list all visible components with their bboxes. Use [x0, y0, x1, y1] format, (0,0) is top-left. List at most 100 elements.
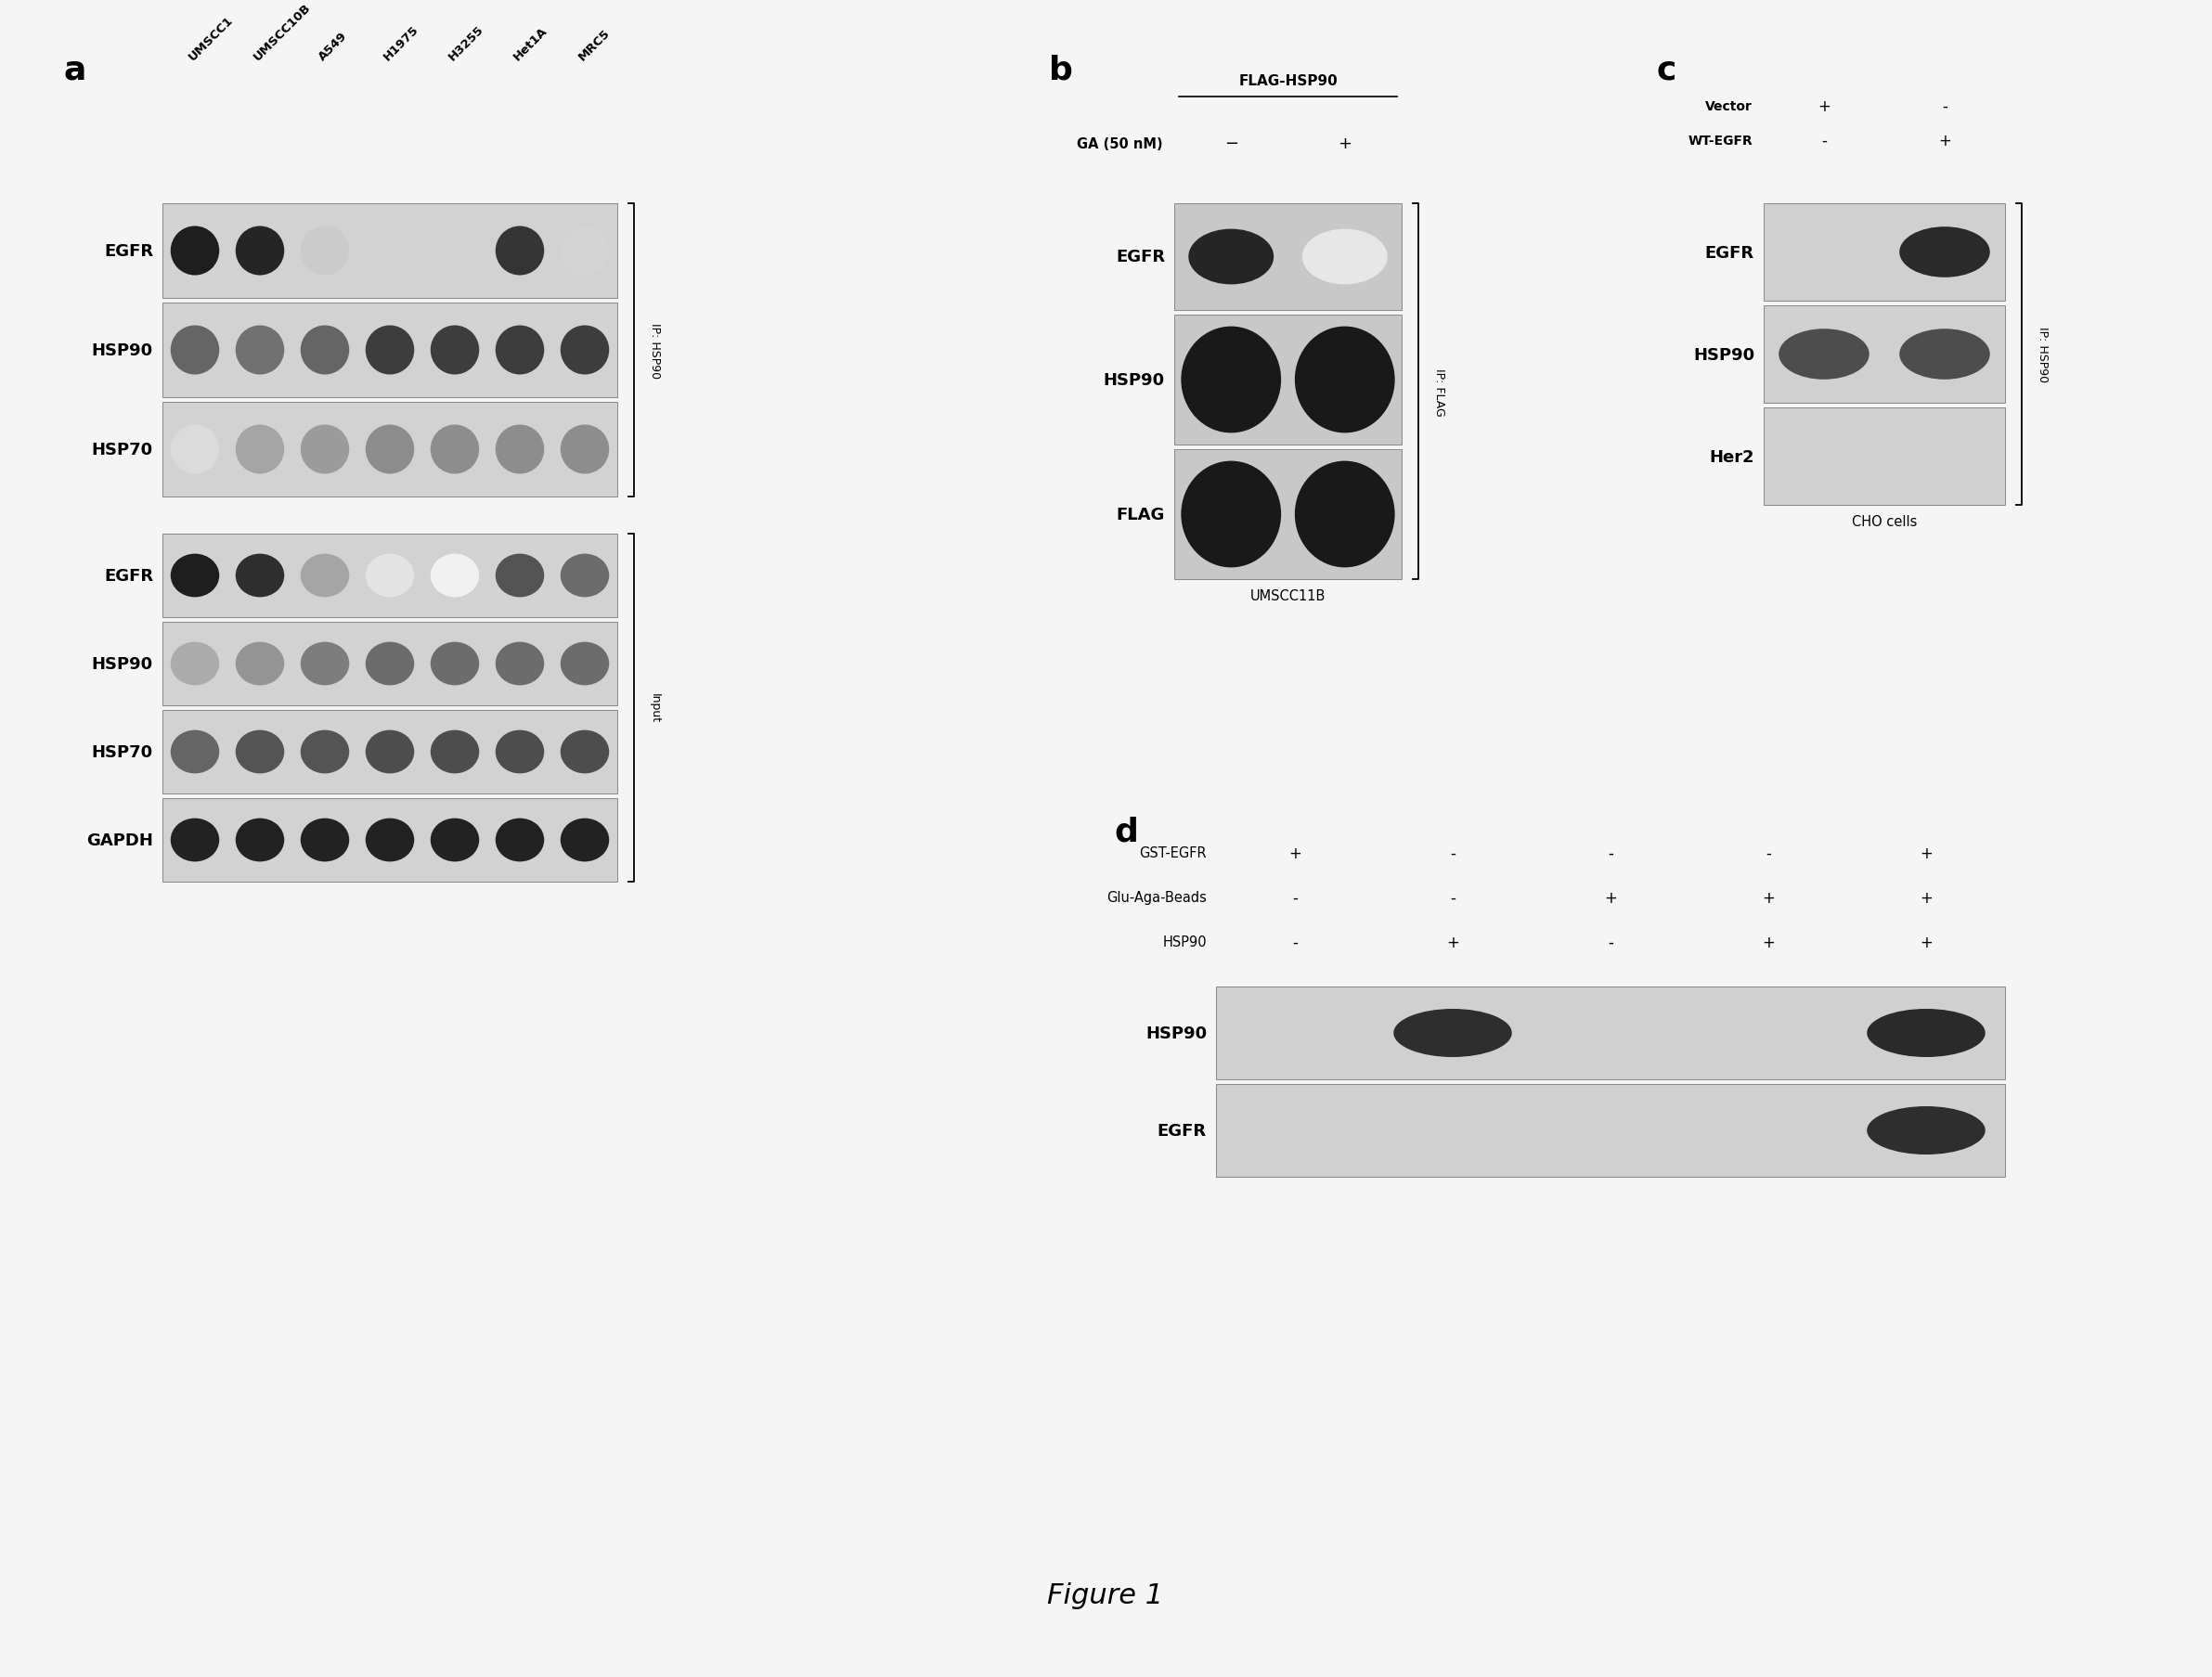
Bar: [161, 622, 617, 706]
Text: WT-EGFR: WT-EGFR: [1688, 134, 1752, 148]
Text: -: -: [1765, 845, 1772, 862]
Ellipse shape: [170, 642, 219, 686]
Ellipse shape: [1294, 461, 1396, 569]
Bar: [1175, 449, 1402, 580]
Text: Vector: Vector: [1705, 101, 1752, 112]
Ellipse shape: [495, 555, 544, 597]
Text: −: −: [1223, 136, 1239, 153]
Text: +: +: [1938, 132, 1951, 149]
Ellipse shape: [170, 426, 219, 475]
Text: CHO cells: CHO cells: [1851, 515, 1918, 528]
Text: EGFR: EGFR: [104, 243, 153, 260]
Ellipse shape: [1181, 327, 1281, 434]
Text: a: a: [64, 54, 86, 86]
Ellipse shape: [170, 731, 219, 775]
Ellipse shape: [301, 226, 349, 277]
Bar: [1763, 408, 2004, 505]
Text: +: +: [1920, 845, 1933, 862]
Text: +: +: [1763, 934, 1774, 951]
Text: +: +: [1338, 136, 1352, 153]
Ellipse shape: [495, 226, 544, 277]
Bar: [161, 711, 617, 793]
Text: -: -: [1451, 889, 1455, 906]
Ellipse shape: [1294, 327, 1396, 434]
Ellipse shape: [560, 555, 608, 597]
Text: MRC5: MRC5: [577, 27, 613, 64]
Text: Het1A: Het1A: [511, 25, 551, 64]
Text: -: -: [1451, 845, 1455, 862]
Text: +: +: [1763, 889, 1774, 906]
Text: FLAG-HSP90: FLAG-HSP90: [1239, 74, 1338, 89]
Text: -: -: [1608, 934, 1613, 951]
Ellipse shape: [560, 325, 608, 376]
Text: Figure 1: Figure 1: [1048, 1581, 1164, 1608]
Text: HSP90: HSP90: [91, 656, 153, 672]
Ellipse shape: [234, 226, 285, 277]
Bar: [161, 535, 617, 617]
Bar: [1217, 986, 2004, 1080]
Ellipse shape: [234, 426, 285, 475]
Ellipse shape: [431, 325, 480, 376]
Text: c: c: [1657, 54, 1677, 86]
Text: EGFR: EGFR: [1115, 250, 1166, 265]
Ellipse shape: [301, 555, 349, 597]
Ellipse shape: [560, 818, 608, 862]
Text: GST-EGFR: GST-EGFR: [1139, 847, 1208, 860]
Text: -: -: [1820, 132, 1827, 149]
Ellipse shape: [1181, 461, 1281, 569]
Ellipse shape: [234, 642, 285, 686]
Ellipse shape: [1867, 1107, 1986, 1155]
Ellipse shape: [365, 325, 414, 376]
Text: Input: Input: [648, 693, 661, 723]
Ellipse shape: [431, 731, 480, 775]
Text: HSP90: HSP90: [1692, 347, 1754, 364]
Ellipse shape: [431, 426, 480, 475]
Text: -: -: [1942, 99, 1947, 116]
Text: +: +: [1818, 99, 1832, 116]
Ellipse shape: [234, 555, 285, 597]
Text: UMSCC1: UMSCC1: [186, 13, 237, 64]
Ellipse shape: [170, 818, 219, 862]
Ellipse shape: [431, 642, 480, 686]
Text: H1975: H1975: [380, 23, 420, 64]
Text: -: -: [1608, 845, 1613, 862]
Text: Glu-Aga-Beads: Glu-Aga-Beads: [1106, 890, 1208, 906]
Ellipse shape: [301, 325, 349, 376]
Bar: [161, 798, 617, 882]
Ellipse shape: [1188, 230, 1274, 285]
Bar: [161, 304, 617, 397]
Ellipse shape: [365, 731, 414, 775]
Text: HSP90: HSP90: [1104, 372, 1166, 389]
Ellipse shape: [1900, 228, 1991, 278]
Text: IP: FLAG: IP: FLAG: [1433, 367, 1444, 416]
Ellipse shape: [1303, 230, 1387, 285]
Ellipse shape: [301, 642, 349, 686]
Text: UMSCC11B: UMSCC11B: [1250, 589, 1325, 604]
Ellipse shape: [234, 731, 285, 775]
Ellipse shape: [560, 426, 608, 475]
Ellipse shape: [365, 555, 414, 597]
Text: GA (50 nM): GA (50 nM): [1077, 138, 1164, 151]
Text: +: +: [1447, 934, 1460, 951]
Ellipse shape: [365, 818, 414, 862]
Text: GAPDH: GAPDH: [86, 832, 153, 849]
Bar: [1763, 205, 2004, 302]
Ellipse shape: [365, 426, 414, 475]
Ellipse shape: [1394, 1010, 1511, 1058]
Ellipse shape: [301, 818, 349, 862]
Ellipse shape: [495, 426, 544, 475]
Text: H3255: H3255: [447, 23, 487, 64]
Text: b: b: [1048, 54, 1073, 86]
Bar: [161, 402, 617, 496]
Ellipse shape: [234, 818, 285, 862]
Ellipse shape: [1778, 329, 1869, 381]
Ellipse shape: [495, 731, 544, 775]
Bar: [161, 205, 617, 299]
Text: +: +: [1287, 845, 1301, 862]
Ellipse shape: [431, 555, 480, 597]
Text: -: -: [1292, 889, 1298, 906]
Ellipse shape: [431, 818, 480, 862]
Ellipse shape: [365, 642, 414, 686]
Ellipse shape: [1900, 329, 1991, 381]
Text: EGFR: EGFR: [1157, 1122, 1208, 1139]
